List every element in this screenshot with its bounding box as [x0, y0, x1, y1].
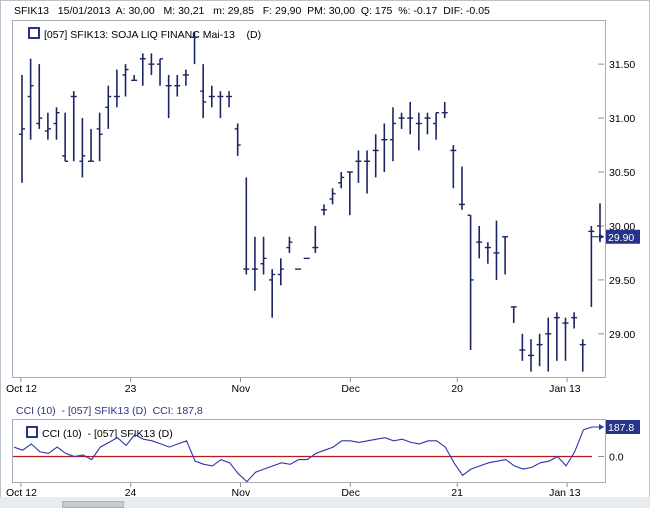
last-price-badge — [606, 229, 640, 244]
x-tick-label: Jan 13 — [549, 383, 581, 395]
arrow-icon — [599, 424, 604, 431]
scrollbar-thumb[interactable] — [62, 501, 124, 508]
cci-legend-label: CCI (10) — [42, 428, 82, 440]
cci-value-badge — [606, 420, 640, 435]
y-tick-label: 31.00 — [609, 113, 635, 125]
arrow-icon — [599, 233, 604, 240]
x-tick-label: 21 — [451, 487, 463, 499]
info-low: m: 29,85 — [213, 5, 254, 17]
info-close: F: 29,90 — [262, 5, 302, 17]
x-tick-label: 20 — [451, 383, 463, 395]
price-legend[interactable]: [057] SFIK13: SOJA LIQ FINANC Mai-13 (D) — [28, 27, 261, 41]
series-marker-icon — [28, 27, 40, 39]
info-avg: PM: 30,00 — [307, 5, 356, 17]
cci-marker-icon — [26, 426, 38, 438]
x-tick-label: Nov — [232, 383, 251, 395]
x-tick-label: Nov — [232, 487, 251, 499]
y-tick-label: 31.50 — [609, 59, 635, 71]
info-pct: %: -0.17 — [398, 5, 438, 17]
info-symbol: SFIK13 — [14, 5, 50, 17]
info-high: M: 30,21 — [163, 5, 205, 17]
x-tick-label: Dec — [341, 383, 360, 395]
cci-zero-label: 0.0 — [609, 451, 624, 463]
cci-line — [13, 426, 593, 483]
x-tick-label: Oct 12 — [6, 487, 37, 499]
cci-legend-series: - [057] SFIK13 (D) — [87, 428, 173, 440]
x-tick-label: Oct 12 — [6, 383, 37, 395]
cci-legend[interactable]: CCI (10) - [057] SFIK13 (D) — [26, 426, 173, 440]
y-tick-label: 30.50 — [609, 167, 635, 179]
info-qty: Q: 175 — [360, 5, 393, 17]
price-legend-text: [057] SFIK13: SOJA LIQ FINANC Mai-13 (D) — [44, 29, 262, 41]
cci-chart-pane[interactable] — [12, 419, 606, 483]
info-dif: DIF: -0.05 — [443, 5, 490, 17]
x-tick-label: Jan 13 — [549, 487, 581, 499]
quote-info-bar: SFIK13 15/01/2013 A: 30,00 M: 30,21 m: 2… — [14, 5, 490, 17]
cci-header-label: CCI (10) — [16, 405, 56, 417]
cci-value-label: 187.8 — [608, 422, 634, 434]
y-tick-label: 29.50 — [609, 275, 635, 287]
price-chart-pane[interactable] — [12, 20, 606, 378]
cci-header-series: - [057] SFIK13 (D) — [61, 405, 147, 417]
x-tick-label: 24 — [125, 487, 137, 499]
x-tick-label: Dec — [341, 487, 360, 499]
cci-header: CCI (10) - [057] SFIK13 (D) CCI: 187,8 — [16, 405, 203, 417]
y-tick-label: 29.00 — [609, 329, 635, 341]
cci-header-value: CCI: 187,8 — [152, 405, 203, 417]
info-open: A: 30,00 — [115, 5, 155, 17]
info-date: 15/01/2013 — [57, 5, 111, 17]
last-price-label: 29.90 — [608, 232, 634, 244]
x-tick-label: 23 — [125, 383, 137, 395]
horizontal-scrollbar[interactable] — [0, 497, 650, 508]
